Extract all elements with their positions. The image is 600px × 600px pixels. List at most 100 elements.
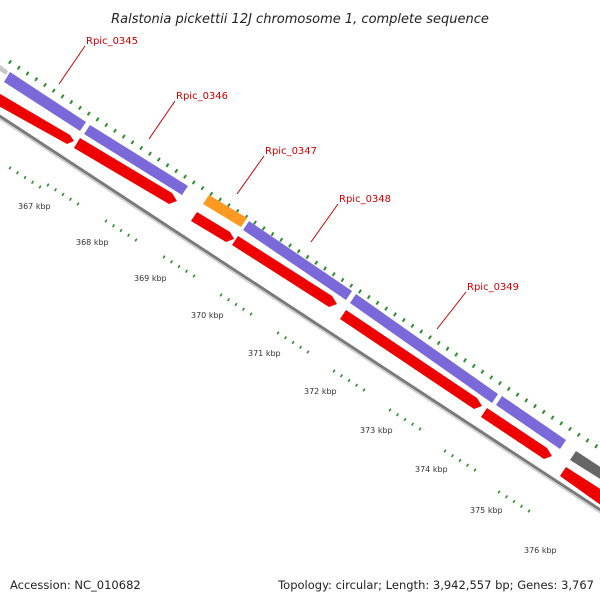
tick-mark	[127, 233, 130, 237]
tick-mark	[270, 231, 275, 237]
gene-arrow[interactable]	[560, 467, 600, 508]
tick-mark	[520, 504, 523, 508]
tick-mark	[418, 427, 422, 431]
tick-mark	[331, 271, 336, 277]
kbp-label: 371 kbp	[248, 349, 281, 358]
tick-mark	[69, 197, 72, 201]
map-title: Ralstonia pickettii 12J chromosome 1, co…	[111, 12, 489, 27]
tick-mark	[38, 185, 42, 189]
callout-line	[436, 291, 467, 330]
tick-mark	[323, 266, 327, 271]
tick-mark	[139, 145, 144, 151]
tick-mark	[568, 426, 572, 432]
tick-mark	[366, 294, 371, 300]
tick-mark	[347, 378, 351, 383]
tick-mark	[512, 499, 516, 504]
callout-line	[310, 203, 339, 243]
topology-text: Topology: circular; Length: 3,942,557 bp…	[278, 578, 594, 592]
gene-label[interactable]: Rpic_0348	[339, 194, 391, 205]
tick-mark	[227, 298, 230, 302]
tick-mark	[506, 386, 511, 392]
gene-label[interactable]: Rpic_0347	[265, 146, 317, 157]
tick-mark	[358, 289, 362, 294]
tick-mark	[306, 350, 310, 354]
gene-bar[interactable]	[4, 72, 86, 131]
kbp-label: 374 kbp	[415, 465, 448, 474]
gene-bar[interactable]	[0, 61, 8, 75]
tick-mark	[410, 323, 415, 329]
tick-mark	[284, 336, 287, 340]
kbp-label: 369 kbp	[134, 274, 167, 283]
tick-mark	[340, 277, 345, 283]
kbp-label: 368 kbp	[76, 238, 109, 247]
tick-mark	[454, 352, 459, 357]
gene-arrow[interactable]	[481, 408, 552, 459]
tick-mark	[403, 417, 407, 422]
tick-mark	[524, 398, 529, 403]
tick-mark	[191, 180, 196, 185]
tick-mark	[419, 329, 424, 334]
tick-mark	[527, 509, 531, 513]
tick-mark	[177, 264, 181, 269]
gene-arrow[interactable]	[191, 212, 234, 242]
callout-line	[236, 155, 265, 195]
chromosome-backbone	[0, 114, 600, 512]
tick-mark	[463, 358, 467, 363]
tick-mark	[436, 340, 441, 346]
gene-label[interactable]: Rpic_0349	[467, 282, 519, 293]
tick-mark	[86, 111, 91, 116]
gene-label[interactable]: Rpic_0346	[176, 91, 228, 102]
minor-tick-track	[8, 166, 531, 513]
tick-mark	[458, 458, 462, 463]
gene-arrow[interactable]	[340, 310, 482, 409]
accession-text: Accession: NC_010682	[10, 578, 141, 592]
tick-mark	[156, 157, 161, 162]
gene-arrow[interactable]	[0, 91, 74, 144]
tick-mark	[31, 180, 34, 184]
tick-mark	[174, 168, 179, 174]
tick-mark	[226, 203, 231, 208]
gene-bar[interactable]	[243, 221, 352, 300]
kbp-label: 373 kbp	[360, 426, 393, 435]
kbp-label: 376 kbp	[524, 546, 557, 555]
tick-mark	[355, 383, 358, 387]
tick-mark	[473, 468, 477, 472]
tick-mark	[104, 219, 108, 223]
tick-mark	[112, 224, 115, 228]
gene-label[interactable]: Rpic_0345	[86, 36, 138, 47]
gene-bar[interactable]	[203, 195, 247, 227]
tick-mark	[445, 346, 450, 351]
tick-mark	[130, 140, 135, 145]
tick-mark	[559, 421, 564, 426]
tick-mark	[234, 302, 238, 307]
tick-mark	[471, 363, 476, 369]
gene-bar[interactable]	[570, 451, 600, 482]
callout-line	[148, 100, 176, 140]
tick-mark	[314, 260, 319, 265]
tick-mark	[576, 432, 581, 438]
tick-mark	[332, 369, 336, 373]
gene-arrow[interactable]	[74, 138, 177, 204]
tick-mark	[253, 220, 257, 225]
tick-mark	[69, 99, 74, 105]
tick-mark	[183, 174, 187, 179]
gene-bar[interactable]	[496, 396, 566, 449]
kbp-label: 367 kbp	[18, 202, 51, 211]
tick-mark	[104, 122, 109, 128]
tick-mark	[249, 312, 253, 316]
tick-mark	[200, 185, 205, 191]
tick-mark	[480, 369, 485, 374]
tick-mark	[541, 409, 546, 415]
tick-mark	[515, 392, 520, 397]
tick-mark	[411, 422, 414, 426]
kbp-scale: 367 kbp 368 kbp 369 kbp 370 kbp 371 kbp …	[18, 202, 557, 555]
gene-bar[interactable]	[84, 125, 188, 195]
tick-mark	[34, 76, 39, 82]
gene-arrow[interactable]	[232, 236, 337, 307]
tick-mark	[305, 254, 310, 260]
tick-mark	[299, 345, 302, 349]
tick-mark	[219, 293, 223, 297]
gene-callouts: Rpic_0345 Rpic_0346 Rpic_0347 Rpic_0348 …	[58, 36, 519, 330]
gene-bar[interactable]	[350, 294, 498, 403]
